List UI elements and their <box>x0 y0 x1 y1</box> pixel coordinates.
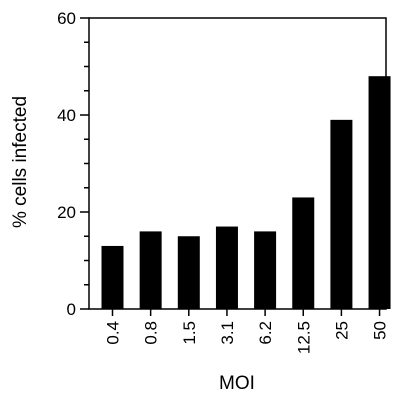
bar <box>177 236 200 309</box>
bar <box>101 245 124 309</box>
y-tick-label: 40 <box>57 106 76 125</box>
y-axis-ticks: 0 20 40 60 <box>57 9 89 319</box>
y-tick-label: 0 <box>67 300 76 319</box>
x-tick-label: 0.4 <box>104 321 123 345</box>
y-axis-title: % cells infected <box>10 96 31 228</box>
bar <box>368 76 391 309</box>
bar <box>139 231 162 309</box>
y-tick-label: 60 <box>57 9 76 28</box>
x-tick-label: 50 <box>371 321 390 340</box>
x-tick-label: 0.8 <box>142 321 161 345</box>
y-tick-label: 20 <box>57 203 76 222</box>
bar <box>215 226 238 309</box>
bar <box>254 231 277 309</box>
bar <box>330 119 353 309</box>
plot-area: 0 20 40 60 0.4 0.8 1.5 3.1 6.2 12.5 25 50 <box>57 9 391 354</box>
x-tick-label: 25 <box>332 321 351 340</box>
bars <box>101 76 391 309</box>
x-axis-title: MOI <box>219 373 255 394</box>
x-tick-label: 6.2 <box>256 321 275 345</box>
x-tick-label: 3.1 <box>218 321 237 345</box>
bar <box>292 197 315 309</box>
x-tick-label: 1.5 <box>180 321 199 345</box>
x-axis-ticks: 0.4 0.8 1.5 3.1 6.2 12.5 25 50 <box>104 309 390 354</box>
x-tick-label: 12.5 <box>294 321 313 354</box>
